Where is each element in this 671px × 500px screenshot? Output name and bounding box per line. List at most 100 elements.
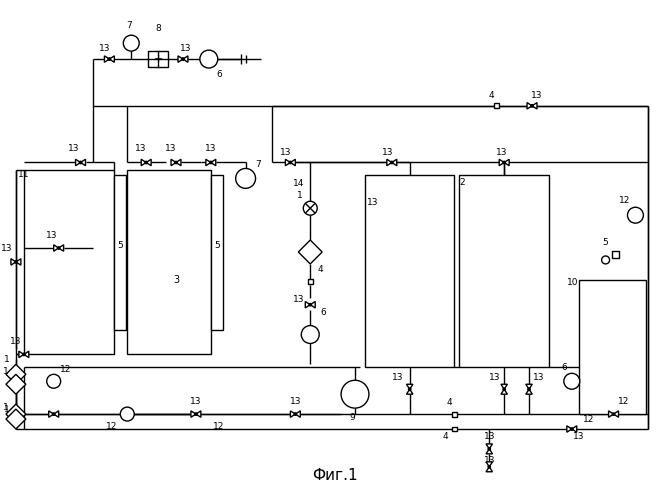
- Bar: [579, 280, 646, 414]
- Text: 7: 7: [126, 21, 132, 30]
- Polygon shape: [211, 160, 216, 166]
- Polygon shape: [486, 444, 493, 449]
- Polygon shape: [6, 364, 26, 384]
- Circle shape: [15, 260, 17, 263]
- Text: 13: 13: [165, 144, 176, 153]
- Circle shape: [602, 256, 609, 264]
- Polygon shape: [109, 56, 114, 62]
- Polygon shape: [501, 389, 507, 394]
- Circle shape: [303, 202, 317, 215]
- Text: 13: 13: [531, 92, 543, 100]
- Polygon shape: [486, 462, 493, 467]
- Circle shape: [200, 50, 218, 68]
- Polygon shape: [285, 160, 291, 166]
- Text: 12: 12: [583, 414, 595, 424]
- Text: 13: 13: [367, 198, 378, 207]
- Polygon shape: [49, 411, 54, 418]
- Polygon shape: [58, 245, 64, 251]
- Polygon shape: [196, 411, 201, 418]
- Polygon shape: [609, 411, 613, 418]
- Text: 12: 12: [105, 422, 117, 430]
- Polygon shape: [392, 160, 397, 166]
- Polygon shape: [81, 160, 85, 166]
- Polygon shape: [532, 102, 537, 109]
- Polygon shape: [504, 160, 509, 166]
- Text: 6: 6: [561, 363, 567, 372]
- Text: 4: 4: [317, 266, 323, 274]
- Circle shape: [175, 162, 177, 164]
- Text: 13: 13: [1, 244, 13, 252]
- Circle shape: [613, 413, 615, 416]
- Text: 12: 12: [618, 396, 629, 406]
- Circle shape: [503, 162, 505, 164]
- Circle shape: [531, 104, 533, 107]
- Bar: [452, 412, 457, 416]
- Circle shape: [409, 388, 411, 390]
- Text: 4: 4: [443, 432, 448, 442]
- Text: 1: 1: [3, 402, 9, 411]
- Text: 13: 13: [46, 230, 58, 239]
- Text: 6: 6: [320, 308, 326, 317]
- Polygon shape: [24, 351, 29, 358]
- Polygon shape: [105, 56, 109, 62]
- Text: 13: 13: [99, 44, 110, 52]
- Circle shape: [182, 58, 184, 60]
- Polygon shape: [613, 411, 619, 418]
- Text: 14: 14: [293, 179, 304, 188]
- Circle shape: [108, 58, 111, 60]
- Circle shape: [52, 413, 55, 416]
- Bar: [148, 51, 168, 67]
- Text: 13: 13: [190, 396, 202, 406]
- Circle shape: [503, 388, 505, 390]
- Circle shape: [209, 162, 212, 164]
- Circle shape: [23, 353, 25, 356]
- Bar: [24, 170, 114, 354]
- Circle shape: [341, 380, 369, 408]
- Text: 12: 12: [213, 422, 225, 430]
- Text: 13: 13: [10, 337, 21, 346]
- Bar: [308, 280, 313, 284]
- Circle shape: [123, 35, 139, 51]
- Text: 13: 13: [573, 432, 584, 442]
- Polygon shape: [206, 160, 211, 166]
- Polygon shape: [310, 302, 315, 308]
- Text: 6: 6: [216, 70, 221, 80]
- Circle shape: [294, 413, 297, 416]
- Polygon shape: [526, 389, 532, 394]
- Bar: [365, 176, 454, 368]
- Text: 12: 12: [619, 196, 630, 205]
- Polygon shape: [11, 258, 16, 265]
- Polygon shape: [171, 160, 176, 166]
- Polygon shape: [146, 160, 151, 166]
- Text: 13: 13: [136, 144, 147, 153]
- Circle shape: [47, 374, 60, 388]
- Text: 13: 13: [392, 373, 403, 382]
- Circle shape: [120, 407, 134, 421]
- Text: 3: 3: [173, 275, 179, 285]
- Text: 13: 13: [180, 44, 192, 52]
- Text: 13: 13: [484, 456, 495, 466]
- Text: 4: 4: [447, 398, 452, 406]
- Text: 2: 2: [460, 178, 465, 187]
- Polygon shape: [291, 160, 295, 166]
- Text: 13: 13: [497, 148, 508, 157]
- Polygon shape: [191, 411, 196, 418]
- Text: 13: 13: [488, 373, 500, 382]
- Polygon shape: [407, 384, 413, 389]
- Polygon shape: [305, 302, 310, 308]
- Bar: [114, 176, 126, 330]
- Circle shape: [309, 304, 311, 306]
- Polygon shape: [178, 56, 183, 62]
- Text: 13: 13: [382, 148, 394, 157]
- Circle shape: [301, 326, 319, 344]
- Polygon shape: [501, 384, 507, 389]
- Text: 11: 11: [18, 170, 30, 179]
- Text: 12: 12: [60, 365, 71, 374]
- Polygon shape: [572, 426, 577, 432]
- Polygon shape: [6, 374, 26, 394]
- Circle shape: [570, 428, 573, 430]
- Text: 13: 13: [484, 432, 495, 442]
- Polygon shape: [486, 467, 493, 472]
- Bar: [452, 426, 457, 432]
- Bar: [211, 176, 223, 330]
